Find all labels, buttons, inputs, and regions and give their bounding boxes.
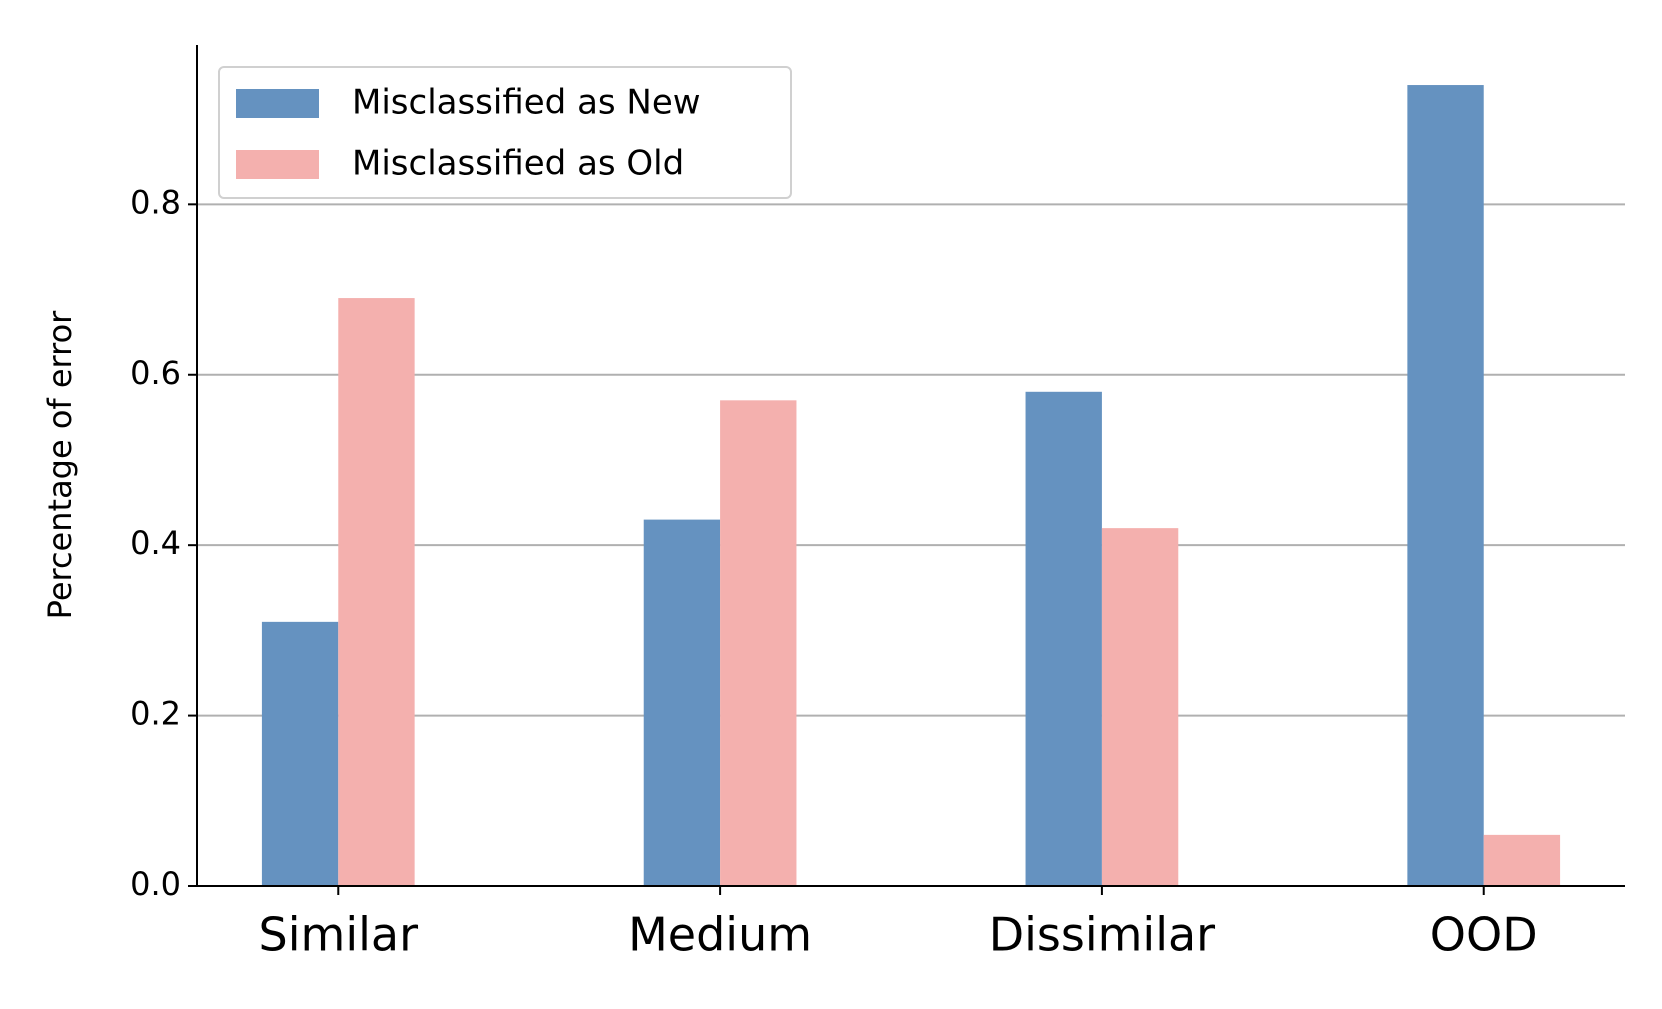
legend-swatch <box>236 89 319 118</box>
y-tick-label: 0.4 <box>130 524 181 562</box>
x-tick-label: Dissimilar <box>989 908 1215 962</box>
bar <box>1101 528 1179 886</box>
x-tick-label: Similar <box>259 908 419 962</box>
x-tick-label: Medium <box>628 908 812 962</box>
bar <box>261 621 339 886</box>
legend-box <box>218 66 792 199</box>
bar <box>643 519 721 886</box>
y-tick-label: 0.6 <box>130 354 181 392</box>
legend-swatch <box>236 150 319 179</box>
y-tick-label: 0.2 <box>130 695 181 733</box>
y-tick-label: 0.8 <box>130 183 181 221</box>
bar <box>338 298 415 886</box>
bar <box>1407 85 1484 887</box>
bar <box>1025 391 1102 886</box>
bar <box>1483 834 1561 886</box>
legend-label: Misclassified as New <box>352 83 701 123</box>
bar <box>720 400 797 886</box>
y-tick-label: 0.0 <box>130 865 181 903</box>
legend-label: Misclassified as Old <box>352 144 684 184</box>
y-axis-label: Percentage of error <box>41 310 79 620</box>
x-tick-label: OOD <box>1430 908 1538 962</box>
